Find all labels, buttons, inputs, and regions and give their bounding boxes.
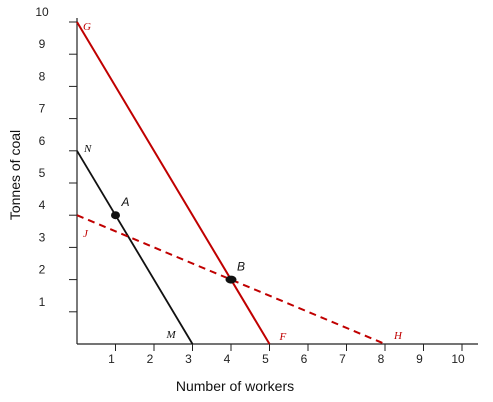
point-label-a: A — [121, 195, 130, 209]
line-label-f: F — [279, 331, 287, 343]
y-tick-label: 2 — [39, 263, 46, 277]
x-tick-label: 7 — [339, 352, 346, 366]
x-tick-label: 8 — [378, 352, 385, 366]
y-tick-label: 5 — [39, 166, 46, 180]
line-label-n: N — [83, 143, 92, 155]
series-line-nm — [76, 150, 194, 345]
point-markers: AB — [111, 195, 245, 284]
x-tick-label: 9 — [416, 352, 423, 366]
series-lines: N M G F J H — [76, 21, 403, 345]
y-tick-label: 7 — [39, 102, 46, 116]
x-tick-label: 1 — [108, 352, 115, 366]
point-b — [225, 275, 237, 284]
x-tick-label: 3 — [185, 352, 192, 366]
point-a — [111, 211, 120, 220]
line-label-h: H — [393, 330, 403, 342]
x-axis-title: Number of workers — [176, 378, 294, 394]
ticks: 1 2 3 4 5 6 7 8 9 10 1 2 3 4 5 6 7 8 9 10 — [35, 5, 465, 366]
y-tick-label: 4 — [39, 198, 46, 212]
y-tick-label: 6 — [39, 134, 46, 148]
y-tick-label: 1 — [39, 295, 46, 309]
x-tick-label: 2 — [147, 352, 154, 366]
y-tick-label: 9 — [39, 37, 46, 51]
line-label-j: J — [83, 228, 89, 240]
x-tick-label: 10 — [451, 352, 465, 366]
y-axis-title: Tonnes of coal — [7, 130, 23, 220]
y-tick-label: 8 — [39, 69, 46, 83]
series-line-jh — [76, 214, 386, 345]
line-label-m: M — [166, 329, 177, 341]
x-tick-label: 5 — [262, 352, 269, 366]
line-label-g: G — [83, 21, 91, 33]
y-tick-label: 3 — [39, 230, 46, 244]
series-line-gf — [76, 21, 271, 345]
x-tick-label: 4 — [224, 352, 231, 366]
point-label-b: B — [237, 260, 245, 274]
axes — [76, 18, 478, 345]
x-tick-label: 6 — [301, 352, 308, 366]
y-tick-label: 10 — [35, 5, 49, 19]
